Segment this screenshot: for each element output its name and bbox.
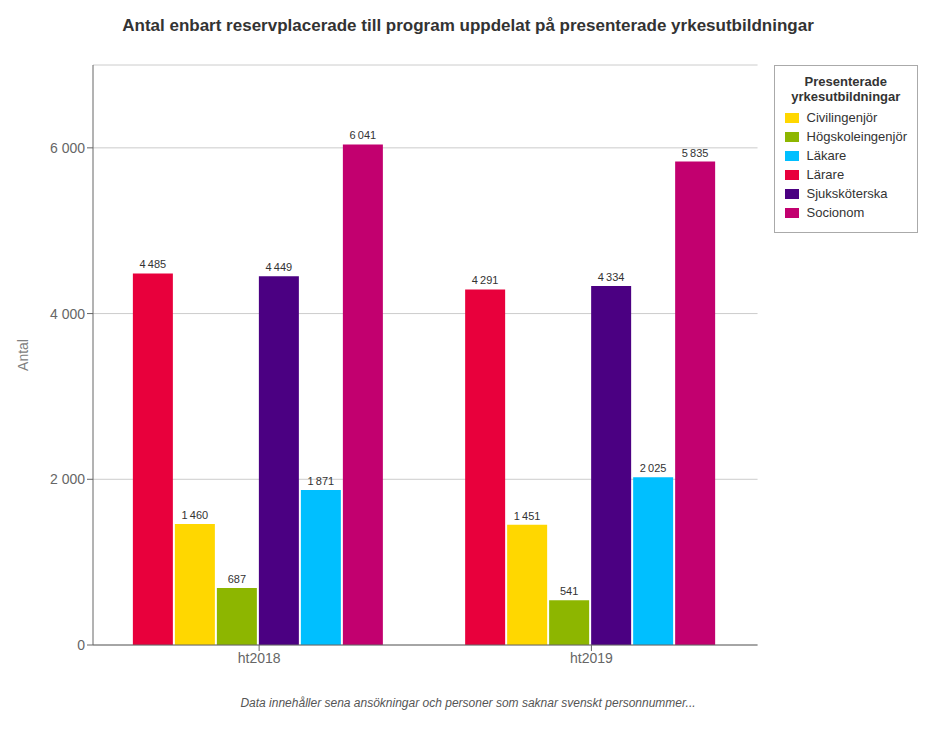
svg-text:4 291: 4 291 (472, 274, 499, 286)
svg-text:ht2018: ht2018 (238, 650, 281, 666)
html-text:Sjuksköterska: Sjuksköterska (806, 186, 888, 201)
html-text:Högskoleingenjör: Högskoleingenjör (806, 129, 907, 144)
svg-text:6 041: 6 041 (350, 129, 377, 141)
svg-text:6 000: 6 000 (50, 140, 85, 156)
html-text:Civilingenjör: Civilingenjör (806, 110, 878, 125)
svg-text:541: 541 (560, 585, 578, 597)
html-text:Presenterade: Presenterade (804, 74, 887, 89)
svg-text:ht2019: ht2019 (570, 650, 613, 666)
svg-text:4 449: 4 449 (266, 261, 293, 273)
svg-text:5 835: 5 835 (682, 147, 709, 159)
html-text:yrkesutbildningar: yrkesutbildningar (791, 89, 901, 104)
svg-text:0: 0 (77, 637, 85, 653)
html-text:Läkare: Läkare (806, 148, 847, 163)
html-text:Antal enbart reservplacerade t: Antal enbart reservplacerade till progra… (122, 16, 814, 35)
svg-text:1 460: 1 460 (182, 509, 209, 521)
html-text:Socionom: Socionom (806, 205, 865, 220)
svg-text:1 451: 1 451 (514, 510, 541, 522)
html-text:Lärare: Lärare (806, 167, 845, 182)
svg-text:4 485: 4 485 (140, 258, 167, 270)
html-text:Data innehåller sena ansökning: Data innehåller sena ansökningar och per… (240, 696, 696, 710)
svg-text:4 334: 4 334 (598, 271, 625, 283)
svg-text:4 000: 4 000 (50, 306, 85, 322)
svg-text:2 000: 2 000 (50, 471, 85, 487)
svg-text:687: 687 (228, 573, 246, 585)
svg-text:1 871: 1 871 (308, 475, 335, 487)
svg-text:Antal: Antal (15, 339, 31, 371)
svg-text:2 025: 2 025 (640, 462, 667, 474)
